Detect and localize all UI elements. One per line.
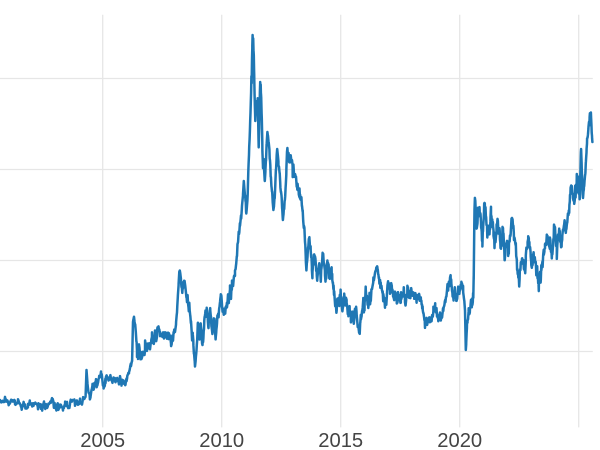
- svg-text:2015: 2015: [318, 430, 363, 450]
- svg-text:2005: 2005: [80, 430, 125, 450]
- svg-text:2010: 2010: [199, 430, 244, 450]
- svg-text:2020: 2020: [437, 430, 482, 450]
